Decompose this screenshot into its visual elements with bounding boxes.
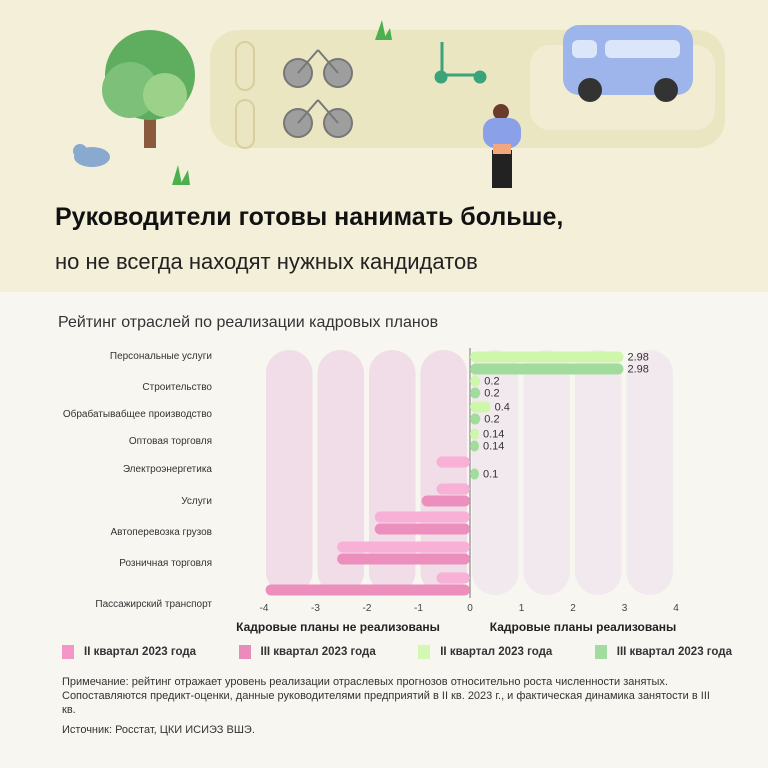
legend-swatch xyxy=(418,645,431,659)
bar-q2 xyxy=(337,541,470,553)
bar-q3 xyxy=(470,468,479,480)
bar-q3 xyxy=(265,584,470,596)
legend-item: II квартал 2023 года xyxy=(62,645,196,659)
data-label: 0.14 xyxy=(483,441,504,453)
person-icon xyxy=(483,104,521,188)
legend-swatch xyxy=(594,645,607,659)
chart-title: Рейтинг отраслей по реализации кадровых … xyxy=(58,314,439,331)
scooter-icon xyxy=(434,42,487,84)
legend-item: III квартал 2023 года xyxy=(594,645,732,659)
category-label: Оптовая торговля xyxy=(129,436,212,447)
data-label: 0.2 xyxy=(484,414,499,426)
data-label: 0.4 xyxy=(495,402,510,414)
category-label: Строительство xyxy=(142,382,212,393)
category-label: Обрабатывабщее производство xyxy=(63,408,213,420)
page-title: Руководители готовы нанимать больше, xyxy=(55,203,564,231)
x-tick-label: 1 xyxy=(519,603,525,614)
bar-q2 xyxy=(436,572,470,584)
legend-swatch xyxy=(238,645,251,659)
bar-q3 xyxy=(421,495,470,507)
footnote: Примечание: рейтинг отражает уровень реа… xyxy=(62,676,710,716)
bar-chart: Персональные услуги 2.982.98 Строительство… xyxy=(63,348,679,634)
background-column xyxy=(266,350,313,595)
tree-icon xyxy=(102,30,195,148)
data-label: 2.98 xyxy=(627,364,648,376)
city-illustration xyxy=(73,20,725,188)
bar-q3 xyxy=(470,387,481,399)
legend-label: II квартал 2023 года xyxy=(84,646,197,658)
x-tick-label: 0 xyxy=(467,603,473,614)
category-label: Электроэнергетика xyxy=(123,464,213,475)
x-tick-label: 3 xyxy=(622,603,628,614)
bar-q3 xyxy=(470,413,481,425)
category-label: Автоперевозка грузов xyxy=(110,527,212,538)
bar-q3 xyxy=(337,553,470,565)
category-label: Пассажирский транспорт xyxy=(95,599,212,610)
source-note: Источник: Росстат, ЦКИ ИСИЭЗ ВШЭ. xyxy=(62,724,255,736)
grass-icon xyxy=(172,20,392,185)
x-tick-label: -4 xyxy=(260,603,269,614)
background-column xyxy=(626,350,673,595)
axis-caption-positive: Кадровые планы реализованы xyxy=(490,620,677,634)
x-tick-label: 2 xyxy=(570,603,576,614)
legend-label: II квартал 2023 года xyxy=(440,646,553,658)
background-column xyxy=(575,350,622,595)
x-tick-label: -3 xyxy=(311,603,320,614)
legend-item: II квартал 2023 года xyxy=(418,645,552,659)
legend-label: III квартал 2023 года xyxy=(616,646,732,658)
bar-q3 xyxy=(470,440,479,452)
bar-q2 xyxy=(436,483,470,495)
bar-q3 xyxy=(470,363,624,375)
category-label: Розничная торговля xyxy=(119,558,212,569)
x-tick-label: -2 xyxy=(363,603,372,614)
bicycle-icon xyxy=(283,49,353,138)
bar-q2 xyxy=(470,401,491,413)
page-subtitle: но не всегда находят нужных кандидатов xyxy=(55,249,478,274)
x-tick-label: 4 xyxy=(673,603,679,614)
data-label: 0.1 xyxy=(483,469,498,481)
axis-caption-negative: Кадровые планы не реализованы xyxy=(236,620,440,634)
legend: II квартал 2023 года III квартал 2023 го… xyxy=(62,645,732,659)
category-label: Персональные услуги xyxy=(110,351,212,362)
bar-q2 xyxy=(470,428,479,440)
bar-q2 xyxy=(436,456,470,468)
data-label: 0.14 xyxy=(483,429,504,441)
x-tick-label: -1 xyxy=(414,603,423,614)
bar-q2 xyxy=(470,351,624,363)
header-banner: Руководители готовы нанимать больше, но … xyxy=(0,0,768,292)
background-column xyxy=(317,350,364,595)
bar-q3 xyxy=(374,523,470,535)
background-column xyxy=(523,350,570,595)
bird-icon xyxy=(73,144,110,167)
legend-item: III квартал 2023 года xyxy=(238,645,376,659)
bar-q2 xyxy=(374,511,470,523)
bus-icon xyxy=(563,25,693,102)
bar-q2 xyxy=(470,375,481,387)
data-label: 2.98 xyxy=(627,352,648,364)
category-label: Услуги xyxy=(181,496,212,507)
data-label: 0.2 xyxy=(484,388,499,400)
data-label: 0.2 xyxy=(484,376,499,388)
legend-swatch xyxy=(62,645,74,659)
legend-label: III квартал 2023 года xyxy=(260,646,376,658)
